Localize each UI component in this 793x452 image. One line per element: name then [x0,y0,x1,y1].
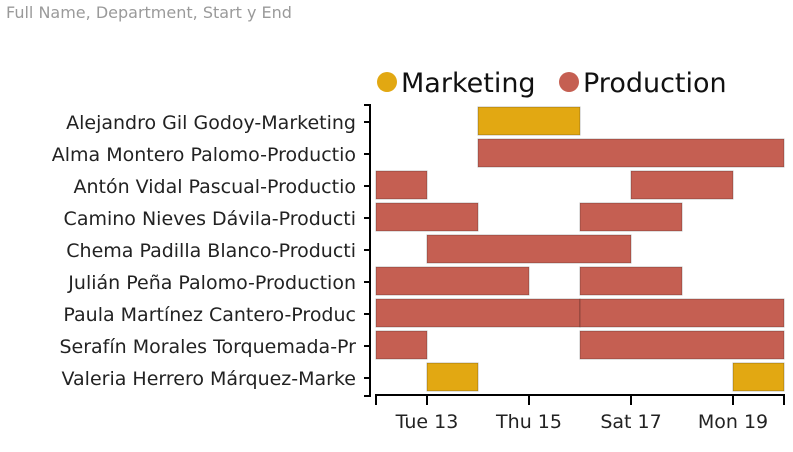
x-tick-label: Tue 13 [395,411,459,433]
task-bar-production [579,266,683,296]
row-label: Valeria Herrero Márquez-Marke [62,368,357,390]
row-label: Chema Padilla Blanco-Producti [66,240,356,262]
task-bar-production [630,170,734,200]
row-label: Alma Montero Palomo-Productio [52,144,356,166]
legend-label-production: Production [583,68,727,99]
task-bar-production [375,298,581,328]
task-bar-production [375,170,428,200]
task-bar-production [375,266,530,296]
chart-title: Full Name, Department, Start y End [6,3,292,22]
task-bar-production [426,234,632,264]
row-label: Antón Vidal Pascual-Productio [73,176,356,198]
x-tick-label: Mon 19 [698,411,768,433]
task-bar-production [375,330,428,360]
task-bar-marketing [426,362,479,392]
task-bar-production [579,202,683,232]
row-label: Paula Martínez Cantero-Produc [63,304,356,326]
x-tick-label: Thu 15 [495,411,562,433]
task-bar-production [579,298,785,328]
row-label: Alejandro Gil Godoy-Marketing [66,112,356,134]
task-bar-production [477,138,785,168]
legend-swatch-production [559,72,579,92]
row-label: Serafín Morales Torquemada-Pr [59,336,356,358]
task-bar-production [375,202,479,232]
legend-label-marketing: Marketing [401,68,536,99]
x-axis [375,394,785,405]
row-label: Julián Peña Palomo-Production [67,272,356,294]
legend-swatch-marketing [377,72,397,92]
task-bar-marketing [732,362,785,392]
x-tick-label: Sat 17 [600,411,661,433]
task-bar-marketing [477,106,581,136]
row-label: Camino Nieves Dávila-Producti [64,208,356,230]
task-bar-production [579,330,785,360]
